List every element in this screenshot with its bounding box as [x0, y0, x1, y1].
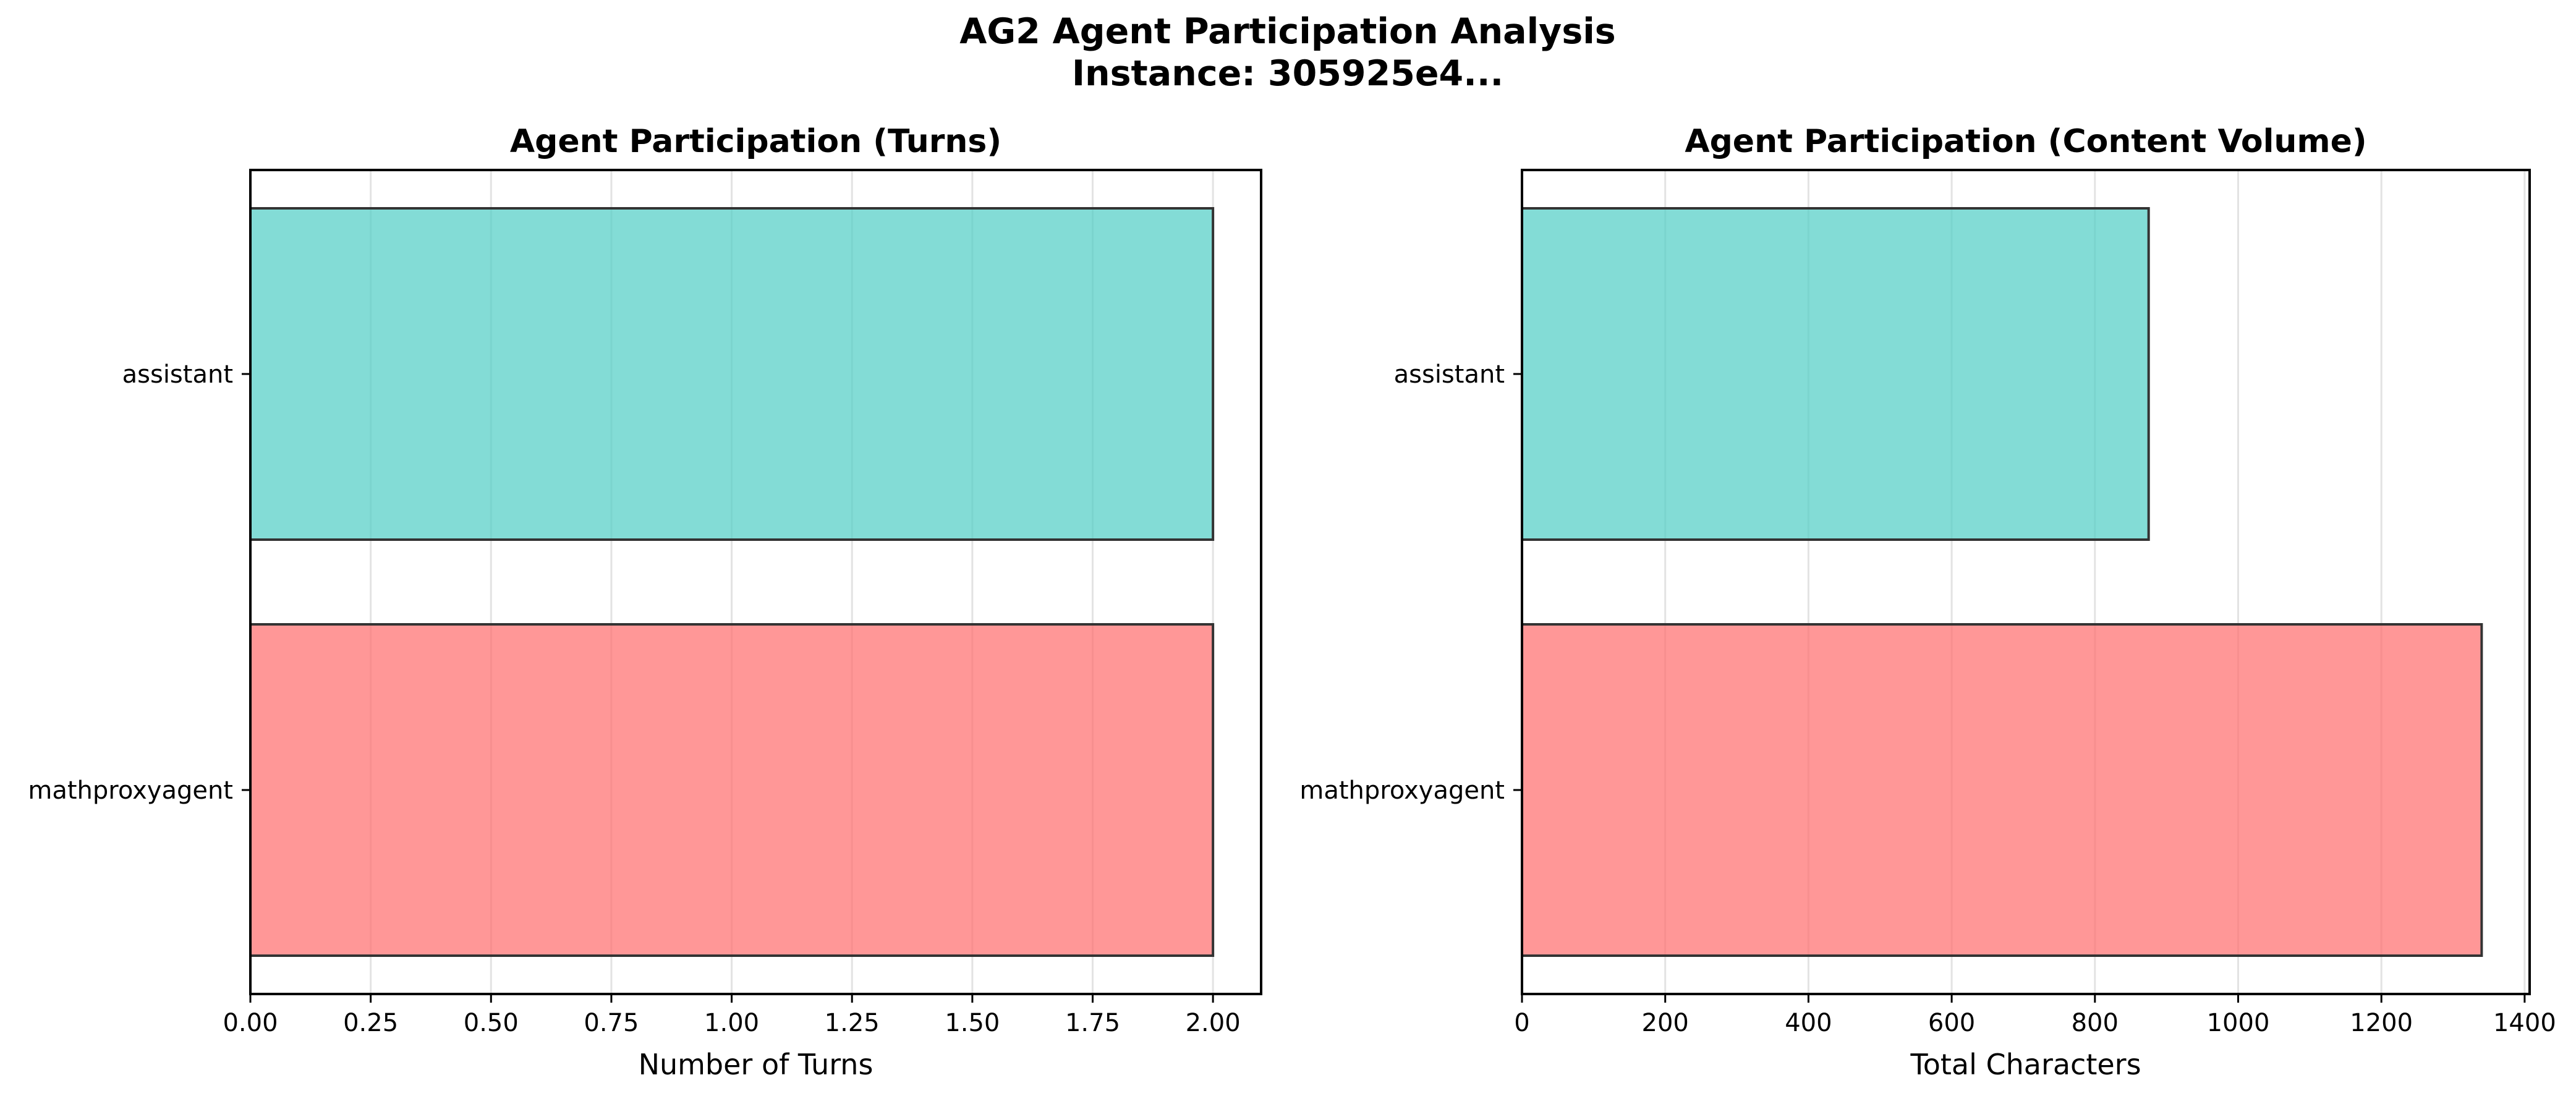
x-tick-label: 600	[1928, 1009, 1975, 1037]
x-tick-label: 0.50	[464, 1009, 519, 1037]
bar-assistant	[249, 207, 1215, 541]
y-tick-label-assistant: assistant	[1394, 360, 1505, 389]
x-tick-label: 1.50	[945, 1009, 1000, 1037]
x-tick-label: 1400	[2493, 1009, 2556, 1037]
y-tick-label-assistant: assistant	[122, 360, 233, 389]
axes-frame	[1521, 169, 2531, 995]
figure-title-line1: AG2 Agent Participation Analysis	[959, 11, 1615, 52]
x-tick-label: 400	[1785, 1009, 1832, 1037]
bar-mathproxyagent	[1521, 623, 2483, 957]
y-tick-label-mathproxyagent: mathproxyagent	[1299, 776, 1505, 805]
x-tick-label: 0.25	[343, 1009, 398, 1037]
x-tick-label: 0.00	[223, 1009, 278, 1037]
figure-title-line2: Instance: 305925e4...	[1072, 53, 1503, 94]
x-tick-label: 1.75	[1065, 1009, 1120, 1037]
chart-panel-1: 0.00 0.25 0.50 0.75 1.00 1.25 1.50 1.75 2.00 assi…	[28, 123, 1262, 1081]
x-tick-label: 1000	[2207, 1009, 2270, 1037]
x-tick-label: 1.00	[704, 1009, 759, 1037]
x-tick-label: 800	[2072, 1009, 2119, 1037]
x-tick-label: 200	[1642, 1009, 1689, 1037]
bar-assistant	[1521, 207, 2150, 541]
x-tick-label: 2.00	[1186, 1009, 1241, 1037]
chart-title: Agent Participation (Turns)	[510, 123, 1001, 160]
x-axis-label: Total Characters	[1910, 1048, 2141, 1081]
x-tick-label: 1.25	[825, 1009, 880, 1037]
bar-mathproxyagent	[249, 623, 1215, 957]
x-tick-label: 0.75	[584, 1009, 639, 1037]
chart-panel-2: 0 200 400 600 800 1000 1200 1400 assistant mathpr…	[1299, 123, 2556, 1081]
x-tick-label: 1200	[2350, 1009, 2413, 1037]
chart-title: Agent Participation (Content Volume)	[1685, 123, 2366, 160]
x-tick-label: 0	[1514, 1009, 1529, 1037]
axes-frame	[249, 169, 1262, 995]
y-tick-label-mathproxyagent: mathproxyagent	[28, 776, 233, 805]
x-axis-label: Number of Turns	[639, 1048, 874, 1081]
